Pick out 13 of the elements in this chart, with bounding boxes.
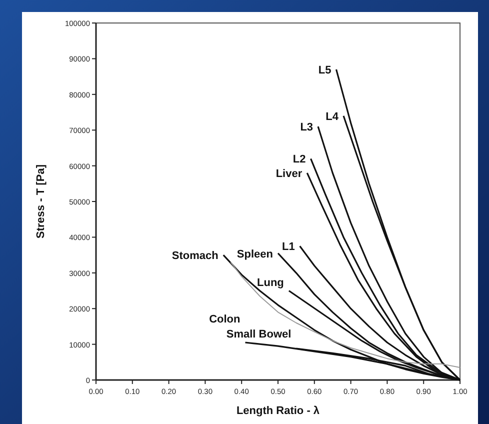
- x-axis-title: Length Ratio - λ: [236, 405, 320, 417]
- series-label: L2: [292, 154, 306, 166]
- series-label: Stomach: [172, 250, 219, 262]
- series-label: Lung: [257, 276, 284, 289]
- series-label: L4: [326, 110, 340, 123]
- series-label: Spleen: [236, 248, 274, 260]
- series-label: Colon: [209, 314, 241, 326]
- series-label: Liver: [276, 168, 303, 180]
- series-label: L5: [318, 64, 332, 76]
- y-axis-title: Stress - T [Pa]: [35, 164, 47, 238]
- series-label: L3: [300, 122, 314, 134]
- series-label: Small Bowel: [226, 328, 292, 341]
- series-label: L1: [282, 241, 295, 254]
